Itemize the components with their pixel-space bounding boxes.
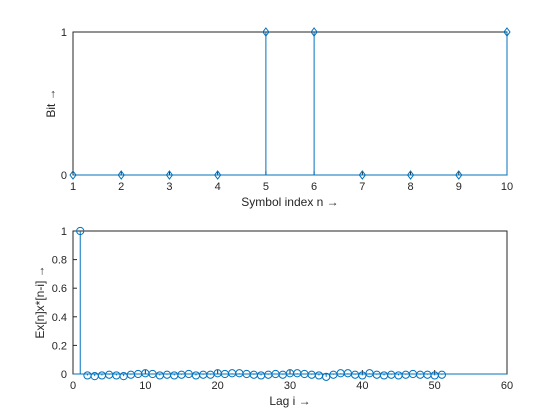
y-tick-label: 0.8 (52, 255, 67, 267)
x-tick-label: 3 (166, 181, 172, 193)
autocorrelation-stem-chart: 0 10 20 30 40 50 60 0 0.2 0.4 0.6 0.8 1 Lag i → Ex[… (33, 226, 513, 408)
bottom-x-ticks: 0 10 20 30 40 50 60 (70, 370, 513, 392)
y-tick-label: 0.6 (52, 283, 67, 295)
top-x-ticks: 1 2 3 4 5 6 7 8 9 10 (70, 171, 513, 193)
stem-marker (117, 170, 125, 180)
x-tick-label: 1 (70, 181, 76, 193)
stem-marker (406, 170, 415, 180)
x-tick-label: 2 (118, 181, 124, 193)
x-tick-label: 8 (407, 181, 413, 193)
top-stems (69, 27, 511, 180)
y-tick-label: 0.4 (52, 312, 67, 324)
y-tick-label: 0 (61, 369, 67, 381)
x-tick-label: 10 (139, 380, 151, 392)
bottom-x-axis-label: Lag i → (269, 394, 310, 408)
x-tick-label: 60 (501, 380, 513, 392)
bottom-y-ticks: 0 0.2 0.4 0.6 0.8 1 (52, 226, 77, 381)
x-tick-label: 10 (501, 181, 513, 193)
stem-marker (262, 27, 270, 37)
x-tick-label: 20 (212, 380, 224, 392)
bottom-axes-box (72, 230, 508, 375)
stem-marker (503, 27, 511, 37)
y-tick-label: 1 (61, 226, 67, 238)
stem-marker (310, 27, 318, 37)
x-tick-label: 9 (456, 181, 462, 193)
stem-marker (455, 170, 463, 180)
bit-stem-chart: 1 2 3 4 5 6 7 8 9 10 01 Symbol index n → Bit → (44, 27, 513, 209)
top-axes-box (72, 31, 508, 176)
x-tick-label: 30 (284, 380, 296, 392)
stem-marker (165, 170, 174, 180)
x-tick-label: 50 (429, 380, 441, 392)
bottom-stems (73, 226, 507, 381)
y-tick-label: 0.2 (52, 340, 67, 352)
stem-marker (69, 170, 77, 180)
bottom-y-axis-label: Ex[n]x*[n-i] → (33, 265, 47, 338)
y-tick-label: 0 (61, 170, 67, 182)
top-y-ticks: 01 (61, 27, 77, 182)
stem-marker (214, 170, 222, 180)
top-y-axis-label: Bit → (44, 88, 58, 117)
x-tick-label: 40 (356, 380, 368, 392)
x-tick-label: 5 (263, 181, 269, 193)
top-x-axis-label: Symbol index n → (241, 195, 338, 209)
x-tick-label: 0 (70, 380, 76, 392)
stem-marker (358, 170, 366, 180)
stem-marker (76, 226, 85, 236)
x-tick-label: 7 (359, 181, 365, 193)
stem-marker (358, 371, 367, 380)
x-tick-label: 6 (311, 181, 317, 193)
stem-marker (322, 372, 331, 381)
stem-marker (437, 370, 446, 379)
x-tick-label: 4 (215, 181, 221, 193)
y-tick-label: 1 (61, 27, 67, 39)
